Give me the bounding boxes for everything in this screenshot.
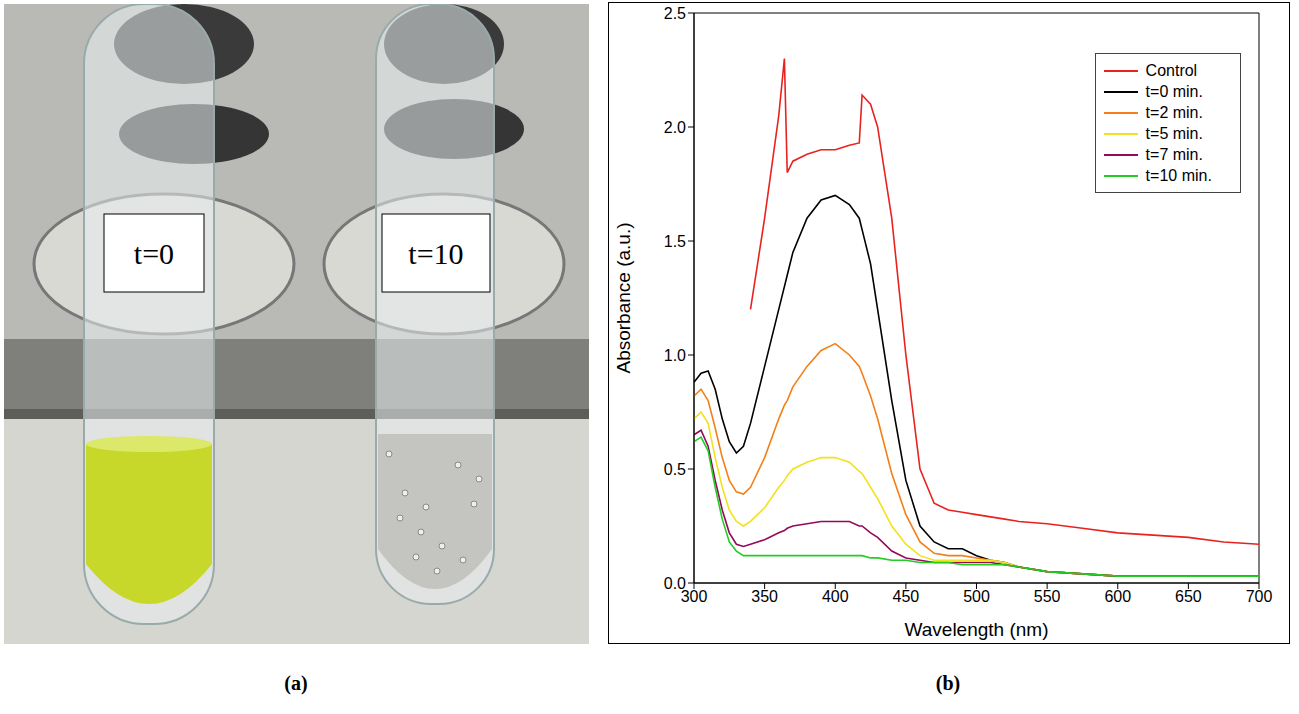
- svg-text:350: 350: [751, 588, 778, 605]
- svg-text:550: 550: [1034, 588, 1061, 605]
- svg-text:t=0: t=0: [134, 237, 174, 270]
- html-text:t=2 min.: t=2 min.: [1145, 103, 1203, 121]
- svg-text:Absorbance (a.u.): Absorbance (a.u.): [613, 222, 634, 373]
- svg-text:650: 650: [1175, 588, 1202, 605]
- html-text:t=7 min.: t=7 min.: [1145, 145, 1203, 163]
- svg-text:t=10: t=10: [408, 237, 463, 270]
- svg-text:300: 300: [680, 588, 708, 606]
- html-text:t=5 min.: t=5 min.: [1145, 124, 1203, 142]
- svg-text:2.5: 2.5: [664, 5, 686, 22]
- svg-text:600: 600: [1104, 588, 1131, 605]
- svg-text:450: 450: [893, 588, 920, 605]
- html-text:t=0 min.: t=0 min.: [1145, 82, 1203, 100]
- svg-text:0.5: 0.5: [664, 461, 686, 478]
- svg-text:500: 500: [963, 588, 990, 605]
- svg-text:1.5: 1.5: [664, 233, 686, 250]
- html-text:(b): (b): [935, 672, 961, 694]
- svg-text:2.0: 2.0: [664, 119, 686, 136]
- svg-text:400: 400: [822, 588, 849, 605]
- html-text:t=10 min.: t=10 min.: [1145, 166, 1212, 184]
- html-text:Control: Control: [1145, 61, 1198, 79]
- svg-text:0.0: 0.0: [664, 575, 686, 592]
- svg-text:1.0: 1.0: [664, 347, 686, 364]
- svg-text:Wavelength (nm): Wavelength (nm): [905, 619, 1049, 640]
- svg-text:700: 700: [1246, 588, 1273, 605]
- html-text:(a): (a): [284, 672, 308, 694]
